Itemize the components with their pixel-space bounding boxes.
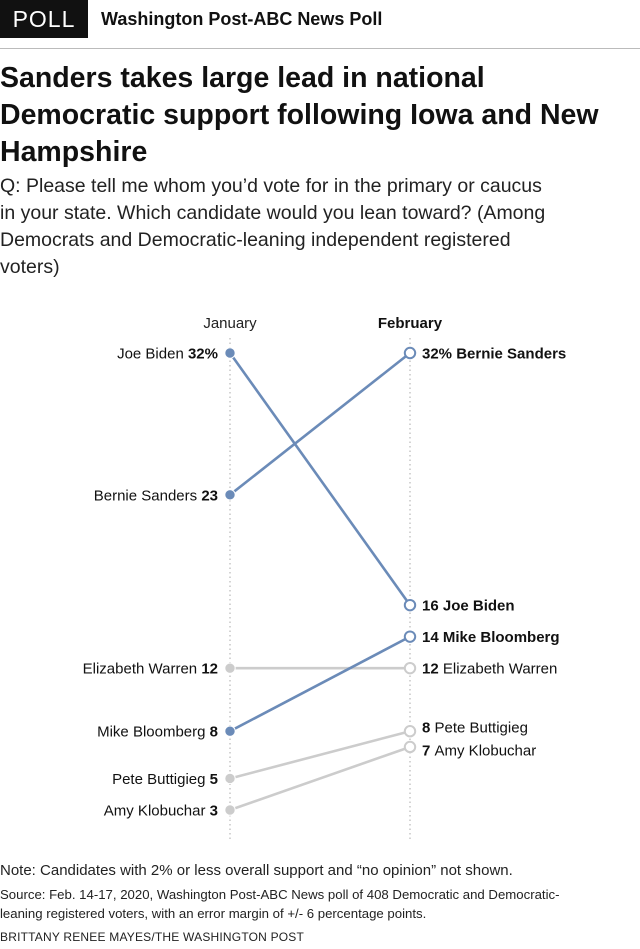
header: POLL Washington Post-ABC News Poll — [0, 0, 640, 50]
point-jan-joe-biden — [224, 347, 236, 359]
point-feb-mike-bloomberg — [403, 630, 417, 643]
label-jan-joe-biden: Joe Biden 32% — [117, 346, 218, 363]
x-label-february: February — [378, 315, 443, 332]
chart-title: Sanders takes large lead in national Dem… — [0, 62, 599, 168]
label-feb-amy-klobuchar: 7 Amy Klobuchar — [422, 742, 536, 759]
point-feb-bernie-sanders — [403, 346, 417, 360]
point-feb-pete-buttigieg — [403, 725, 417, 738]
label-jan-amy-klobuchar: Amy Klobuchar 3 — [104, 803, 218, 820]
poll-name: Washington Post-ABC News Poll — [101, 9, 383, 29]
point-jan-mike-bloomberg — [224, 725, 236, 737]
point-jan-pete-buttigieg — [224, 772, 236, 785]
label-feb-mike-bloomberg: 14 Mike Bloomberg — [422, 629, 560, 646]
point-jan-elizabeth-warren — [224, 662, 236, 674]
header-divider — [0, 48, 640, 49]
label-jan-bernie-sanders: Bernie Sanders 23 — [94, 487, 218, 504]
label-jan-pete-buttigieg: Pete Buttigieg 5 — [112, 771, 218, 788]
point-jan-amy-klobuchar — [224, 804, 236, 816]
point-feb-joe-biden — [403, 598, 417, 612]
series-line-amy-klobuchar — [229, 745, 411, 812]
chart-credit: BRITTANY RENEE MAYES/THE WASHINGTON POST — [0, 930, 305, 944]
chart-source: Source: Feb. 14-17, 2020, Washington Pos… — [0, 887, 560, 921]
x-label-january: January — [203, 315, 257, 332]
label-feb-bernie-sanders: 32% Bernie Sanders — [422, 346, 566, 363]
poll-question: Q: Please tell me whom you’d vote for in… — [0, 175, 546, 278]
series-line-pete-buttigieg — [229, 729, 411, 780]
series-line-joe-biden — [228, 352, 412, 606]
label-feb-elizabeth-warren: 12 Elizabeth Warren — [422, 661, 557, 678]
label-feb-joe-biden: 16 Joe Biden — [422, 598, 515, 615]
point-jan-bernie-sanders — [224, 489, 236, 501]
label-jan-mike-bloomberg: Mike Bloomberg 8 — [97, 724, 218, 741]
label-jan-elizabeth-warren: Elizabeth Warren 12 — [83, 661, 218, 678]
chart-note: Note: Candidates with 2% or less overall… — [0, 862, 513, 879]
series-line-mike-bloomberg — [229, 635, 411, 733]
series-line-bernie-sanders — [229, 351, 411, 496]
label-feb-pete-buttigieg: 8 Pete Buttigieg — [422, 720, 528, 737]
point-feb-amy-klobuchar — [403, 740, 417, 754]
slope-chart: January February Elizabeth Warren 12 12 Eli… — [83, 315, 566, 840]
point-feb-elizabeth-warren — [403, 661, 417, 675]
poll-badge: POLL — [0, 0, 88, 38]
